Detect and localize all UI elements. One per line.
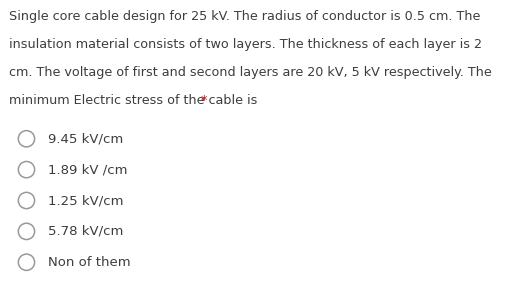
Text: Single core cable design for 25 kV. The radius of conductor is 0.5 cm. The: Single core cable design for 25 kV. The …	[9, 10, 480, 23]
Text: 1.25 kV/cm: 1.25 kV/cm	[48, 194, 124, 207]
Text: 5.78 kV/cm: 5.78 kV/cm	[48, 225, 124, 238]
Text: 1.89 kV /cm: 1.89 kV /cm	[48, 163, 128, 176]
Text: 9.45 kV/cm: 9.45 kV/cm	[48, 132, 124, 145]
Text: insulation material consists of two layers. The thickness of each layer is 2: insulation material consists of two laye…	[9, 38, 482, 51]
Text: minimum Electric stress of the cable is: minimum Electric stress of the cable is	[9, 94, 262, 107]
Text: *: *	[201, 94, 207, 107]
Text: cm. The voltage of first and second layers are 20 kV, 5 kV respectively. The: cm. The voltage of first and second laye…	[9, 66, 492, 79]
Text: Non of them: Non of them	[48, 256, 131, 269]
